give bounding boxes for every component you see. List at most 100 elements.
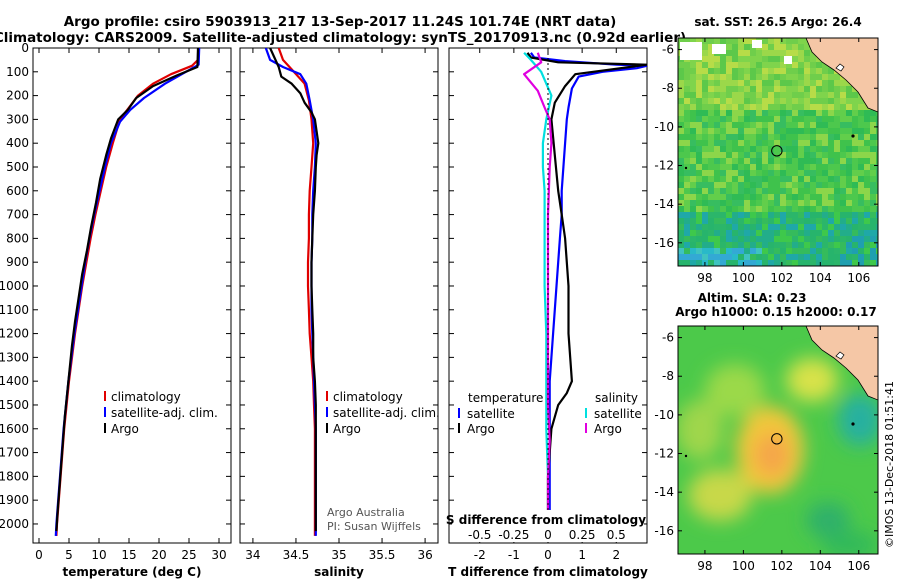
- depth-tick-label: 1700: [0, 446, 29, 460]
- salinity-legend-swatch: [326, 391, 328, 401]
- depth-tick-label: 1500: [0, 398, 29, 412]
- difference-legend-salinity-item: Argo: [594, 422, 622, 436]
- temperature-xtick-label: 15: [121, 548, 136, 562]
- temperature-xtick-label: 30: [211, 548, 226, 562]
- difference-legend-temperature-item: satellite: [467, 407, 515, 421]
- s-difference-axis-label: S difference from climatology: [446, 513, 646, 527]
- depth-tick-label: 800: [6, 231, 29, 245]
- sla-blobs: [678, 358, 878, 554]
- s-difference-tick-label: 0: [544, 528, 552, 542]
- salinity-legend-label: climatology: [333, 390, 403, 404]
- title-line-2: Climatology: CARS2009. Satellite-adjuste…: [0, 30, 686, 46]
- difference-legend-salinity-swatch: [585, 408, 587, 418]
- depth-tick-label: 1100: [0, 303, 29, 317]
- depth-tick-label: 1800: [0, 469, 29, 483]
- depth-tick-label: 100: [6, 65, 29, 79]
- temperature-xtick-label: 10: [91, 548, 106, 562]
- sst-map-axes: 98 100 102 104 106 -6 -8 -10 -12 -14 -16: [654, 38, 878, 285]
- depth-tick-label: 1200: [0, 327, 29, 341]
- salinity-legend-swatch: [326, 407, 328, 417]
- differences-series-t-satellite: [530, 52, 647, 536]
- sla-map-frame: [677, 325, 879, 555]
- salinity-legend-swatch: [326, 423, 328, 433]
- map-lon-label: 106: [847, 271, 870, 285]
- salinity-legend-label: satellite-adj. clim.: [333, 406, 440, 420]
- depth-tick-label: 1300: [0, 350, 29, 364]
- map-lon-label: 106: [847, 559, 870, 573]
- s-axis-label-background: [452, 510, 644, 542]
- depth-tick-label: 1400: [0, 374, 29, 388]
- depth-tick-label: 400: [6, 136, 29, 150]
- map-lat-label: -10: [654, 120, 674, 134]
- depth-tick-label: 600: [6, 184, 29, 198]
- differences-xtick-label: -1: [508, 548, 520, 562]
- temperature-xtick-label: 0: [35, 548, 43, 562]
- map-lon-label: 104: [809, 271, 832, 285]
- differences-series-s-satellite: [523, 52, 553, 536]
- depth-tick-label: 900: [6, 255, 29, 269]
- difference-legend-temperature-swatch: [458, 423, 460, 433]
- map-lat-label: -12: [654, 159, 674, 173]
- sst-map-field: [678, 38, 878, 266]
- salinity-xtick-label: 35: [331, 548, 346, 562]
- differences-xtick-label: 2: [612, 548, 620, 562]
- differences-xtick-label: -2: [474, 548, 486, 562]
- salinity-xtick-label: 36: [417, 548, 432, 562]
- difference-legend-salinity-heading: salinity: [595, 391, 638, 405]
- map-lon-label: 100: [732, 271, 755, 285]
- temperature-panel: 0100200300400500600700800900100011001200…: [0, 41, 232, 579]
- depth-tick-label: 1600: [0, 422, 29, 436]
- map-lon-label: 102: [770, 271, 793, 285]
- difference-legend-temperature-item: Argo: [467, 422, 495, 436]
- depth-tick-label: 2000: [0, 517, 29, 531]
- copyright-timestamp: ©IMOS 13-Dec-2018 01:51:41: [883, 381, 896, 548]
- depth-tick-label: 500: [6, 160, 29, 174]
- temperature-xtick-label: 20: [151, 548, 166, 562]
- title-line-1: Argo profile: csiro 5903913_217 13-Sep-2…: [64, 14, 617, 30]
- depth-tick-label: 1900: [0, 493, 29, 507]
- sst-island-dot: [851, 134, 855, 138]
- sla-map-title-2: Argo h1000: 0.15 h2000: 0.17: [675, 305, 876, 319]
- sla-map-axes: 98 100 102 104 106 -6 -8 -10 -12 -14 -16: [654, 326, 878, 573]
- difference-legend-salinity-item: satellite: [594, 407, 642, 421]
- depth-tick-label: 0: [21, 41, 29, 55]
- depth-tick-label: 1000: [0, 279, 29, 293]
- temperature-legend-swatch: [104, 407, 106, 417]
- s-difference-tick-label: -0.25: [498, 528, 529, 542]
- sla-map-title-1: Altim. SLA: 0.23: [698, 291, 807, 305]
- temperature-xtick-label: 25: [181, 548, 196, 562]
- map-lat-label: -16: [654, 236, 674, 250]
- map-lon-label: 98: [697, 271, 712, 285]
- map-lat-label: -8: [662, 369, 674, 383]
- s-difference-tick-label: 0.25: [569, 528, 596, 542]
- map-lon-label: 98: [697, 559, 712, 573]
- temperature-legend-label: climatology: [111, 390, 181, 404]
- salinity-xtick-label: 34.5: [283, 548, 310, 562]
- differences-xtick-label: 1: [578, 548, 586, 562]
- depth-tick-label: 700: [6, 208, 29, 222]
- map-lat-label: -16: [654, 524, 674, 538]
- map-lat-label: -12: [654, 447, 674, 461]
- map-lat-label: -10: [654, 408, 674, 422]
- sst-map-frame: [677, 37, 879, 267]
- salinity-xtick-label: 34: [245, 548, 260, 562]
- sla-land-mass: [805, 326, 878, 401]
- map-lat-label: -6: [662, 331, 674, 345]
- difference-legend-salinity-swatch: [585, 423, 587, 433]
- salinity-xlabel: salinity: [314, 565, 364, 579]
- sla-map-field: [678, 326, 878, 554]
- temperature-xlabel: temperature (deg C): [63, 565, 202, 579]
- difference-panel: -2 -1 0 1 2 T difference from climatology temp…: [446, 47, 648, 579]
- depth-tick-label: 200: [6, 89, 29, 103]
- sst-argo-location-marker: [771, 145, 783, 157]
- difference-legend-temperature-heading: temperature: [468, 391, 543, 405]
- sla-argo-location-marker: [771, 433, 783, 445]
- salinity-annotation: PI: Susan Wijffels: [327, 520, 421, 533]
- sst-island: [835, 63, 845, 72]
- map-lat-label: -8: [662, 81, 674, 95]
- temperature-xtick-label: 5: [65, 548, 73, 562]
- salinity-plot-frame: [239, 47, 439, 544]
- s-difference-tick-label: -0.5: [468, 528, 491, 542]
- temperature-legend-label: Argo: [111, 422, 139, 436]
